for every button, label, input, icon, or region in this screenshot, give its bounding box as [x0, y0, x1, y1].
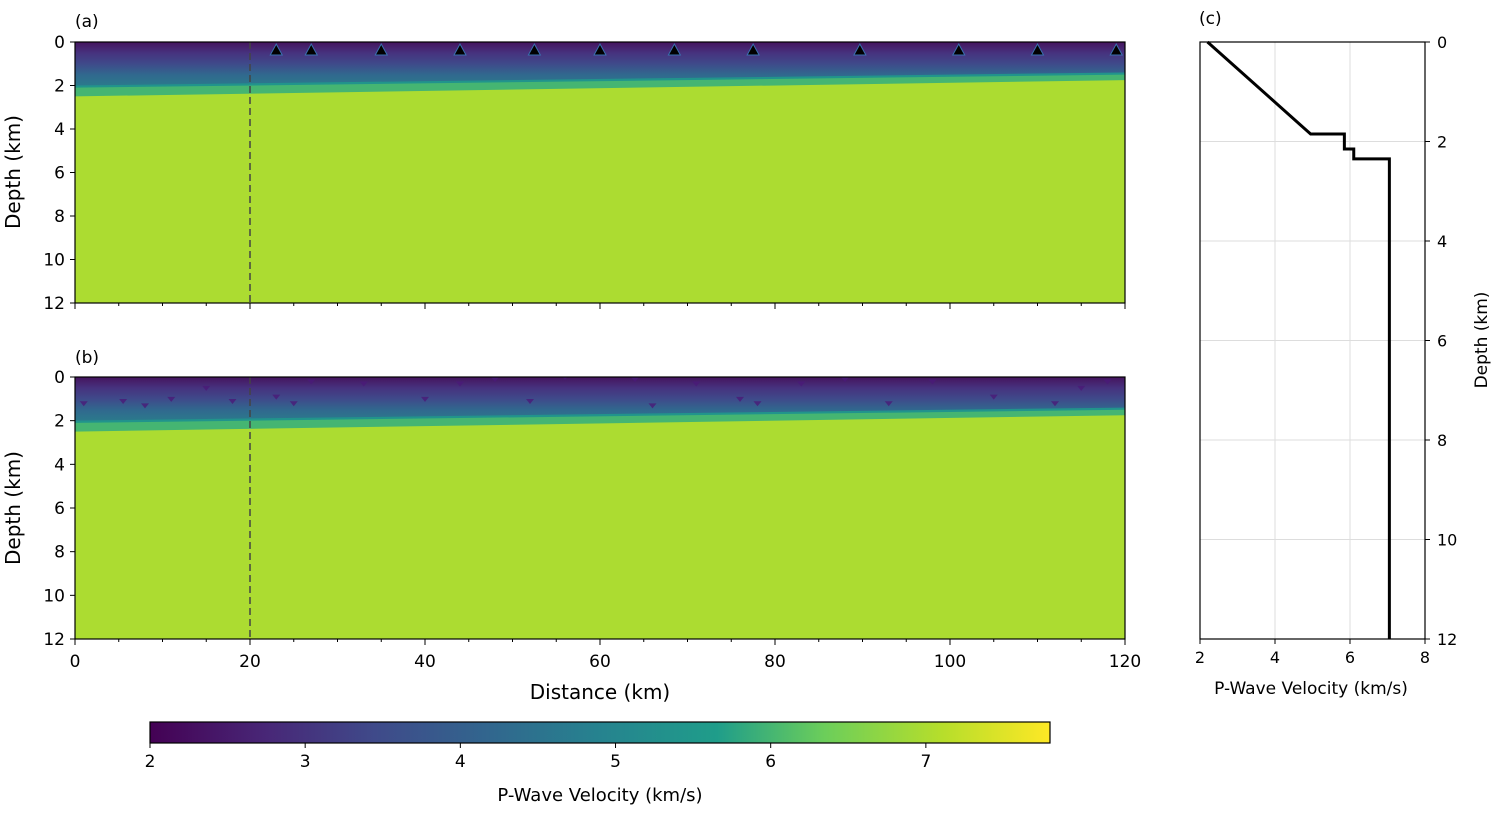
y-tick-label: 12 [43, 294, 65, 314]
station-marker [853, 42, 867, 56]
panel-c-label: (c) [1199, 9, 1222, 29]
y-tick-label: 8 [54, 543, 65, 563]
velocity-anomaly [753, 401, 762, 407]
velocity-anomaly [526, 399, 534, 405]
velocity-anomaly [648, 403, 657, 409]
x-tick-label: 2 [1195, 648, 1205, 667]
panel-a: 0 2 4 6 8 10 12 [43, 33, 1126, 314]
velocity-anomaly [272, 394, 281, 400]
velocity-anomaly [167, 396, 176, 402]
panel-b-ylabel: Depth (km) [1, 451, 25, 565]
panel-b-label: (b) [75, 348, 99, 368]
station-marker [1109, 42, 1124, 56]
velocity-anomaly [202, 385, 211, 391]
x-tick-label: 120 [1109, 652, 1141, 672]
x-tick-label: 0 [70, 652, 81, 672]
velocity-anomaly [1051, 401, 1059, 407]
y-tick-label: 12 [43, 630, 65, 650]
velocity-anomaly [1103, 379, 1112, 385]
y-tick-label: 0 [54, 33, 65, 53]
panel-c: 2 4 6 8 0 2 4 6 8 10 12 [1195, 33, 1457, 667]
y-tick-label: 6 [54, 499, 65, 519]
colorbar-tick-label: 4 [455, 752, 466, 772]
velocity-anomaly [456, 381, 464, 387]
colorbar-tick-label: 7 [920, 752, 931, 772]
panel-c-xlabel: P-Wave Velocity (km/s) [1214, 679, 1408, 699]
colorbar-tick-label: 2 [145, 752, 156, 772]
x-tick-label: 4 [1270, 648, 1280, 667]
velocity-anomaly [119, 399, 128, 405]
x-tick-label: 80 [764, 652, 786, 672]
x-tick-label: 8 [1420, 648, 1430, 667]
velocity-anomaly [631, 377, 639, 383]
velocity-anomaly [736, 396, 744, 402]
station-marker [1030, 42, 1045, 56]
velocity-anomaly [989, 394, 998, 400]
station-marker [304, 42, 319, 56]
x-tick-label: 60 [589, 652, 611, 672]
velocity-anomaly [1077, 385, 1086, 391]
station-marker [593, 42, 607, 56]
station-marker [374, 42, 389, 56]
velocity-anomaly [841, 377, 849, 383]
station-marker [527, 42, 542, 56]
velocity-anomaly [562, 377, 568, 380]
section-image [75, 42, 1125, 303]
station-marker [951, 42, 966, 56]
station-marker [269, 42, 284, 56]
colorbar-tick-label: 3 [300, 752, 311, 772]
y-tick-label: 12 [1437, 630, 1457, 649]
velocity-anomaly [359, 381, 368, 387]
y-tick-label: 2 [1437, 133, 1447, 152]
velocity-anomaly [491, 377, 499, 383]
y-tick-label: 4 [54, 455, 65, 475]
velocity-anomaly [307, 379, 316, 385]
velocity-anomaly [928, 379, 937, 385]
panel-c-ylabel: Depth (km) [1472, 292, 1492, 389]
y-tick-label: 4 [1437, 232, 1447, 251]
x-tick-label: 6 [1345, 648, 1355, 667]
panel-a-ylabel: Depth (km) [1, 115, 25, 229]
y-tick-label: 4 [54, 120, 65, 140]
velocity-anomaly [228, 399, 237, 405]
station-marker [746, 42, 760, 56]
section-image [75, 377, 1125, 639]
velocity-anomaly [421, 396, 429, 402]
x-tick-label: 100 [934, 652, 966, 672]
y-tick-label: 8 [54, 207, 65, 227]
velocity-anomaly [141, 403, 149, 409]
y-tick-label: 8 [1437, 431, 1447, 450]
y-tick-label: 0 [54, 368, 65, 388]
y-tick-label: 0 [1437, 33, 1447, 52]
velocity-anomaly [79, 401, 88, 407]
y-tick-label: 10 [43, 586, 65, 606]
y-tick-label: 6 [54, 164, 65, 184]
colorbar-label: P-Wave Velocity (km/s) [497, 785, 702, 806]
y-tick-label: 6 [1437, 332, 1447, 351]
station-marker [453, 42, 467, 56]
velocity-profile-line [1206, 40, 1391, 639]
station-marker [667, 42, 682, 56]
y-tick-label: 2 [54, 412, 65, 432]
colorbar: 2 3 4 5 6 7 [145, 721, 1051, 772]
colorbar-tick-label: 5 [610, 752, 621, 772]
velocity-anomaly [289, 401, 298, 407]
velocity-anomaly [692, 381, 701, 387]
panel-b-xlabel: Distance (km) [530, 680, 670, 704]
x-tick-label: 20 [239, 652, 261, 672]
x-tick-label: 40 [414, 652, 436, 672]
colorbar-bar [149, 721, 1051, 744]
y-tick-label: 2 [54, 77, 65, 97]
colorbar-tick-label: 6 [765, 752, 776, 772]
velocity-anomaly [884, 401, 893, 407]
y-tick-label: 10 [1437, 531, 1457, 550]
sediment-gradient-layer [75, 377, 1125, 421]
panel-a-label: (a) [75, 12, 99, 32]
y-tick-label: 10 [43, 251, 65, 271]
velocity-anomaly [797, 381, 806, 387]
